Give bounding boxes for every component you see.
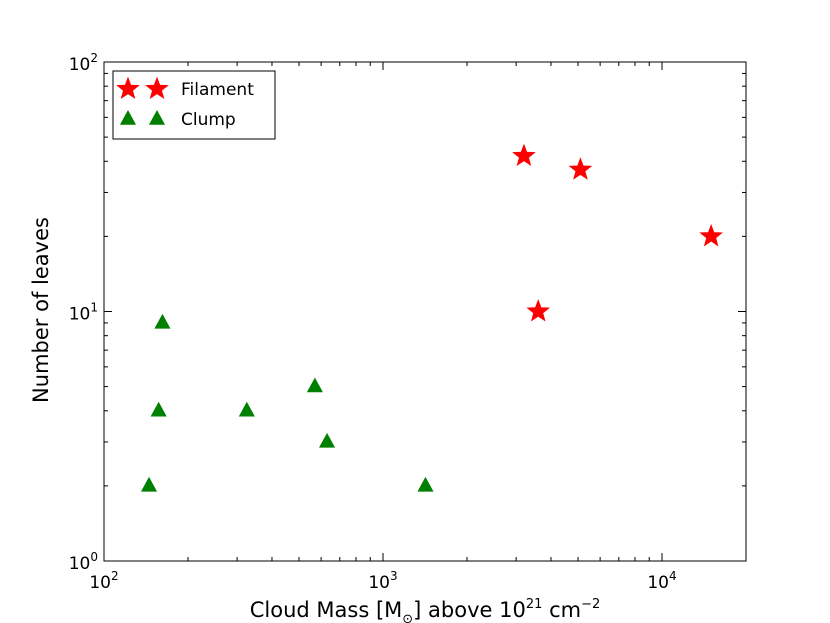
legend-filament-marker xyxy=(145,76,169,100)
legend-clump-label: Clump xyxy=(181,110,236,130)
legend-clump-marker xyxy=(148,109,166,125)
filament-point xyxy=(699,223,723,247)
filament-point xyxy=(512,143,536,167)
data-points xyxy=(140,143,723,492)
legend: Filament Clump xyxy=(112,70,276,140)
clump-point xyxy=(150,401,167,417)
tick-label: 100 xyxy=(69,550,98,574)
clump-point xyxy=(318,432,336,448)
plot-area xyxy=(103,61,747,562)
tick-label: 104 xyxy=(647,569,676,593)
y-tick-labels: 100 101 102 xyxy=(69,51,98,574)
x-tick-labels: 102 103 104 xyxy=(89,569,676,593)
legend-filament-marker xyxy=(116,76,140,100)
clump-point xyxy=(140,476,158,492)
clump-point xyxy=(306,377,323,393)
legend-filament-label: Filament xyxy=(181,80,254,100)
tick-label: 102 xyxy=(89,569,118,593)
x-axis-label: Cloud Mass [M⊙] above 1021 cm−2 xyxy=(250,597,601,623)
filament-point xyxy=(568,157,593,180)
clump-point xyxy=(154,313,171,329)
clump-point xyxy=(417,476,434,492)
clump-point xyxy=(238,401,255,417)
legend-frame xyxy=(112,70,276,140)
legend-clump-marker xyxy=(119,109,137,125)
tick-label: 103 xyxy=(368,569,397,593)
tick-label: 102 xyxy=(69,51,98,75)
filament-point xyxy=(526,299,551,322)
tick-label: 101 xyxy=(69,301,98,325)
y-axis-label: Number of leaves xyxy=(29,217,53,403)
